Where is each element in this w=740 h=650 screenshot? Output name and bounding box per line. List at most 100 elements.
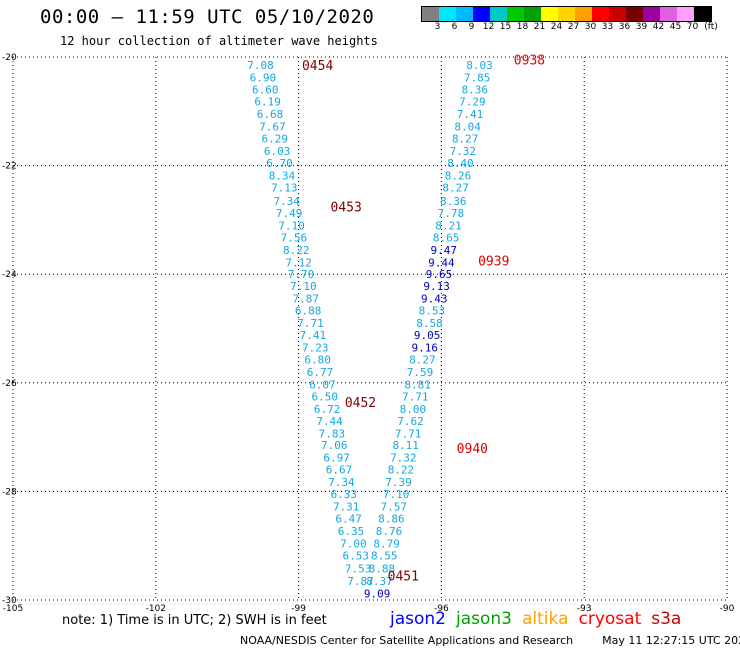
data-label: 8.81: [404, 378, 431, 391]
y-tick-label: -20: [2, 53, 17, 63]
legend-label: 45: [669, 22, 682, 32]
data-label: 8.65: [433, 231, 460, 244]
data-label: 7.23: [302, 342, 329, 355]
x-tick-label: -99: [291, 604, 306, 614]
data-label: 7.41: [457, 108, 484, 121]
legend-swatch: [643, 7, 660, 21]
pass-time-label: 0940: [457, 442, 488, 457]
data-label: 7.39: [385, 476, 412, 489]
data-label: 6.72: [314, 403, 341, 416]
data-label: 9.43: [421, 293, 448, 306]
x-tick-label: -96: [434, 604, 449, 614]
data-label: 8.58: [416, 317, 443, 330]
legend-label: 6: [451, 22, 458, 32]
legend-swatch: [609, 7, 626, 21]
legend-label: 21: [533, 22, 546, 32]
legend-swatch: [592, 7, 609, 21]
data-label: 8.11: [392, 439, 419, 452]
data-label: 8.22: [388, 464, 415, 477]
legend-swatch: [524, 7, 541, 21]
data-label: 8.79: [373, 538, 400, 551]
legend-swatch: [694, 7, 711, 21]
data-label: 6.88: [295, 305, 322, 318]
data-label: 7.32: [390, 452, 417, 465]
x-tick-label: -93: [577, 604, 592, 614]
data-label: 6.60: [252, 84, 279, 97]
data-label: 8.27: [409, 353, 436, 366]
satellite-label-jason2: jason2: [390, 609, 446, 629]
data-label: 8.34: [269, 169, 296, 182]
data-label: 6.70: [266, 157, 293, 170]
data-label: 8.36: [440, 195, 467, 208]
data-label: 7.87: [347, 575, 374, 588]
pass-time-label: 0453: [331, 200, 362, 215]
satellite-label-jason3: jason3: [456, 609, 512, 629]
legend-label: 18: [516, 22, 529, 32]
color-scale-labels: 3 6 9 12 15 18 21 24 27 30 33 36 39 42 45 70 (ft): [421, 22, 721, 32]
legend-label: 42: [652, 22, 665, 32]
data-label: 8.03: [466, 59, 493, 72]
data-label: 7.08: [247, 59, 274, 72]
data-label: 8.76: [376, 525, 403, 538]
satellite-label-cryosat: cryosat: [578, 609, 642, 629]
satellite-label-s3a: s3a: [651, 609, 682, 629]
data-label: 9.47: [431, 244, 458, 257]
data-label: 8.37: [366, 575, 393, 588]
data-label: 7.71: [402, 390, 429, 403]
data-label: 7.49: [276, 207, 303, 220]
data-label: 6.47: [335, 513, 362, 526]
data-label: 7.41: [300, 329, 327, 342]
data-label: 7.67: [259, 121, 286, 134]
data-label: 9.09: [364, 587, 391, 600]
data-label: 7.00: [340, 538, 367, 551]
legend-label: 39: [635, 22, 648, 32]
legend-unit: (ft): [704, 22, 718, 32]
data-label: 6.50: [312, 390, 339, 403]
data-label: 6.68: [257, 108, 284, 121]
legend-swatch: [575, 7, 592, 21]
data-label: 6.80: [304, 353, 331, 366]
pass-time-label: 0451: [388, 570, 419, 585]
data-label: 7.59: [407, 366, 434, 379]
data-label: 7.83: [319, 427, 346, 440]
data-label: 7.10: [383, 488, 410, 501]
data-label: 9.44: [428, 256, 455, 269]
legend-label: 36: [618, 22, 631, 32]
data-label: 7.57: [381, 501, 408, 514]
data-label: 8.04: [454, 121, 481, 134]
pass-time-label: 0938: [514, 54, 545, 69]
x-tick-label: -102: [146, 604, 166, 614]
credit-text: NOAA/NESDIS Center for Satellite Applica…: [240, 634, 574, 647]
legend-swatch: [660, 7, 677, 21]
data-label: 7.29: [459, 96, 486, 109]
data-label: 8.53: [419, 305, 446, 318]
data-label: 7.06: [321, 439, 348, 452]
data-label: 8.22: [283, 244, 310, 257]
legend-label: 30: [584, 22, 597, 32]
legend-swatch: [456, 7, 473, 21]
pass-time-label: 0452: [345, 396, 376, 411]
legend-label: 3: [434, 22, 441, 32]
credit-timestamp: May 11 12:27:15 UTC 2020: [602, 634, 740, 647]
legend-label: 12: [482, 22, 495, 32]
satellite-label-altika: altika: [522, 609, 569, 629]
data-label: 8.00: [400, 403, 427, 416]
legend-label: 9: [468, 22, 475, 32]
data-label: 6.19: [254, 96, 281, 109]
x-tick-label: -105: [3, 604, 23, 614]
data-label: 8.40: [447, 157, 474, 170]
data-label: 8.86: [378, 513, 405, 526]
footer-credit: NOAA/NESDIS Center for Satellite Applica…: [240, 634, 740, 647]
legend-swatch: [490, 7, 507, 21]
data-label: 7.78: [438, 207, 465, 220]
y-tick-label: -30: [2, 596, 17, 606]
legend-label: 33: [601, 22, 614, 32]
data-label: 7.10: [290, 280, 317, 293]
legend-label: 24: [550, 22, 563, 32]
data-label: 7.13: [271, 181, 298, 194]
data-label: 7.71: [395, 427, 422, 440]
legend-label: 15: [499, 22, 512, 32]
data-label: 6.33: [331, 488, 358, 501]
y-tick-label: -28: [2, 487, 17, 497]
x-tick-label: -90: [720, 604, 735, 614]
